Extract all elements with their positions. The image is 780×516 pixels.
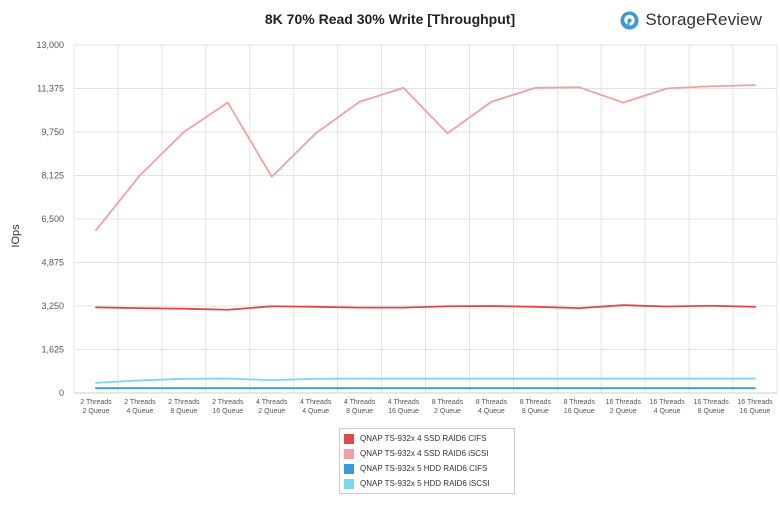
- x-tick-label: 8 Threads: [520, 399, 552, 406]
- legend-swatch: [344, 463, 354, 474]
- x-tick-label: 8 Threads: [564, 399, 596, 406]
- y-tick-label: 11,375: [37, 84, 64, 94]
- y-tick-label: 1,625: [41, 345, 64, 355]
- legend-item[interactable]: QNAP TS-932x 4 SSD RAID6 iSCSI: [344, 446, 510, 461]
- legend-swatch: [344, 478, 354, 489]
- x-tick-label: 8 Queue: [698, 408, 725, 415]
- y-tick-label: 0: [59, 388, 64, 398]
- chart-legend: QNAP TS-932x 4 SSD RAID6 CIFS QNAP TS-932…: [339, 428, 515, 494]
- x-tick-label: 16 Queue: [388, 408, 419, 415]
- y-tick-label: 13,000: [36, 40, 64, 50]
- x-tick-label: 16 Queue: [564, 408, 595, 415]
- brand-name: StorageReview: [645, 10, 762, 29]
- x-axis-tick-labels: 2 Threads 2 Queue 2 Threads 4 Queue 2 Thread…: [80, 399, 773, 415]
- y-axis-label: IOps: [10, 224, 22, 248]
- chart-grid: [73, 44, 778, 394]
- y-tick-label: 9,750: [41, 127, 64, 137]
- x-tick-label: 16 Threads: [693, 399, 729, 406]
- legend-swatch: [344, 433, 354, 444]
- y-tick-label: 3,250: [41, 301, 64, 311]
- series-line: [95, 84, 756, 232]
- legend-label: QNAP TS-932x 4 SSD RAID6 CIFS: [360, 434, 487, 443]
- series-line: [95, 377, 756, 384]
- x-tick-label: 8 Queue: [522, 408, 549, 415]
- x-tick-label: 4 Queue: [302, 408, 329, 415]
- x-tick-label: 2 Queue: [434, 408, 461, 415]
- y-tick-label: 8,125: [41, 171, 64, 181]
- x-tick-label: 4 Queue: [654, 408, 681, 415]
- x-tick-label: 2 Queue: [83, 408, 110, 415]
- x-tick-label: 16 Queue: [740, 408, 771, 415]
- x-tick-label: 16 Threads: [737, 399, 773, 406]
- x-tick-label: 2 Queue: [258, 408, 285, 415]
- x-tick-label: 8 Queue: [170, 408, 197, 415]
- legend-swatch: [344, 448, 354, 459]
- x-tick-label: 8 Threads: [476, 399, 508, 406]
- x-tick-label: 4 Queue: [126, 408, 153, 415]
- legend-item[interactable]: QNAP TS-932x 5 HDD RAID6 CIFS: [344, 461, 510, 476]
- x-tick-label: 4 Threads: [344, 399, 376, 406]
- series-line: [95, 304, 756, 311]
- legend-item[interactable]: QNAP TS-932x 4 SSD RAID6 CIFS: [344, 431, 510, 446]
- legend-label: QNAP TS-932x 5 HDD RAID6 CIFS: [360, 464, 488, 473]
- x-tick-label: 8 Queue: [346, 408, 373, 415]
- legend-label: QNAP TS-932x 5 HDD RAID6 iSCSI: [360, 479, 490, 488]
- storagereview-logo-icon: [620, 10, 639, 30]
- x-tick-label: 4 Threads: [300, 399, 332, 406]
- x-tick-label: 4 Queue: [478, 408, 505, 415]
- x-tick-label: 16 Threads: [606, 399, 642, 406]
- chart-title: 8K 70% Read 30% Write [Throughput]: [264, 11, 516, 27]
- x-tick-label: 16 Queue: [212, 408, 243, 415]
- legend-label: QNAP TS-932x 4 SSD RAID6 iSCSI: [360, 449, 489, 458]
- legend-item[interactable]: QNAP TS-932x 5 HDD RAID6 iSCSI: [344, 476, 510, 491]
- brand-logo: StorageReview: [620, 10, 762, 30]
- x-tick-label: 4 Threads: [256, 399, 288, 406]
- x-tick-label: 16 Threads: [650, 399, 686, 406]
- y-axis-tick-labels: 0 1,625 3,250 4,875 6,500 8,125 9,750 11,375 13,…: [36, 40, 64, 398]
- x-tick-label: 2 Threads: [124, 399, 156, 406]
- x-tick-label: 4 Threads: [388, 399, 420, 406]
- x-tick-label: 2 Threads: [212, 399, 244, 406]
- x-tick-label: 2 Queue: [610, 408, 637, 415]
- x-tick-label: 2 Threads: [80, 399, 112, 406]
- y-tick-label: 4,875: [41, 258, 64, 268]
- y-tick-label: 6,500: [41, 214, 64, 224]
- x-tick-label: 8 Threads: [432, 399, 464, 406]
- x-tick-label: 2 Threads: [168, 399, 200, 406]
- series-lines: [95, 84, 756, 390]
